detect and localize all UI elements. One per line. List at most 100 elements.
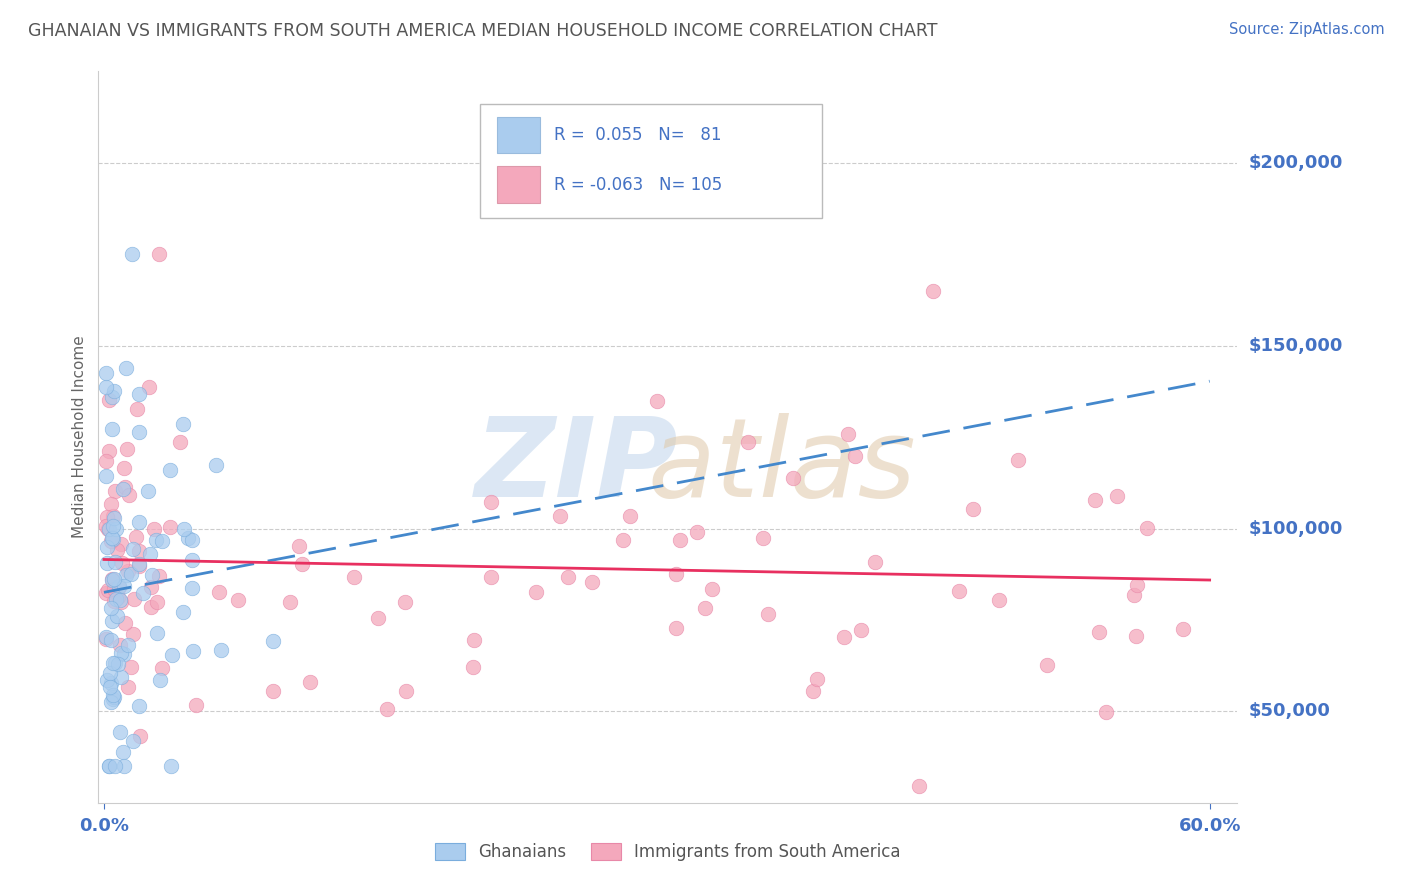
Point bbox=[103, 688, 125, 702]
Point bbox=[1136, 521, 1159, 535]
Point bbox=[96, 556, 118, 570]
Point bbox=[143, 522, 166, 536]
Point bbox=[844, 450, 866, 464]
Point bbox=[112, 460, 135, 475]
Point bbox=[104, 555, 127, 569]
Point bbox=[94, 586, 117, 600]
Point bbox=[100, 676, 122, 690]
Point bbox=[145, 626, 167, 640]
Point bbox=[103, 690, 125, 704]
Point bbox=[148, 569, 170, 583]
Point bbox=[128, 698, 150, 713]
Point bbox=[114, 360, 136, 375]
Point bbox=[908, 779, 931, 793]
Point bbox=[115, 442, 138, 456]
Text: atlas: atlas bbox=[647, 413, 917, 520]
Point bbox=[100, 497, 122, 511]
Point bbox=[141, 567, 163, 582]
Point bbox=[837, 426, 859, 441]
Point bbox=[141, 599, 163, 614]
Point bbox=[149, 673, 172, 687]
Point bbox=[112, 648, 135, 662]
Point bbox=[832, 630, 855, 644]
Point bbox=[104, 522, 127, 536]
Point bbox=[177, 531, 200, 545]
Point bbox=[806, 672, 828, 686]
Point bbox=[103, 594, 125, 608]
Point bbox=[288, 539, 311, 553]
Point bbox=[756, 607, 779, 621]
Point bbox=[110, 670, 132, 684]
Point bbox=[343, 570, 366, 584]
Point bbox=[101, 615, 124, 629]
Point bbox=[291, 557, 314, 571]
Point bbox=[97, 522, 120, 536]
Point bbox=[107, 609, 129, 624]
Point bbox=[94, 379, 117, 393]
Point bbox=[463, 632, 485, 647]
Point bbox=[107, 580, 129, 594]
Point bbox=[863, 555, 886, 569]
Point bbox=[752, 531, 775, 545]
Point bbox=[115, 568, 138, 582]
Point bbox=[1125, 578, 1147, 592]
Text: $100,000: $100,000 bbox=[1249, 519, 1343, 538]
Point bbox=[110, 536, 132, 550]
Point bbox=[581, 575, 603, 590]
Point bbox=[226, 593, 249, 607]
Point bbox=[101, 573, 124, 587]
Point bbox=[669, 533, 692, 547]
Point bbox=[557, 569, 579, 583]
Point bbox=[181, 533, 204, 547]
Point bbox=[159, 463, 181, 477]
Point bbox=[987, 593, 1010, 607]
Point bbox=[524, 584, 547, 599]
Point bbox=[186, 698, 208, 712]
Point bbox=[117, 638, 139, 652]
Point bbox=[128, 729, 150, 743]
Point bbox=[98, 665, 121, 680]
Point bbox=[96, 673, 118, 687]
Point bbox=[114, 615, 136, 630]
Point bbox=[101, 508, 124, 523]
Point bbox=[107, 657, 129, 672]
Point bbox=[208, 584, 231, 599]
Point bbox=[100, 633, 122, 648]
Point bbox=[103, 572, 125, 586]
Point bbox=[138, 380, 160, 394]
Point bbox=[97, 522, 120, 536]
Point bbox=[686, 524, 709, 539]
Point bbox=[101, 519, 124, 533]
Point bbox=[103, 384, 125, 399]
Point bbox=[103, 511, 125, 525]
Point bbox=[94, 367, 117, 381]
Point bbox=[98, 443, 121, 458]
Point bbox=[105, 591, 128, 606]
Point bbox=[110, 646, 132, 660]
Point bbox=[104, 759, 127, 773]
Point bbox=[262, 684, 284, 698]
Point bbox=[128, 544, 150, 558]
Point bbox=[160, 759, 183, 773]
Point bbox=[148, 247, 170, 261]
Point bbox=[181, 553, 204, 567]
Point bbox=[103, 582, 125, 596]
Point bbox=[962, 502, 984, 516]
Text: $50,000: $50,000 bbox=[1249, 702, 1330, 721]
Point bbox=[108, 724, 131, 739]
Point bbox=[205, 458, 228, 472]
Point bbox=[782, 471, 804, 485]
Point bbox=[105, 543, 128, 558]
Point bbox=[101, 692, 124, 706]
Point bbox=[801, 683, 824, 698]
Text: Source: ZipAtlas.com: Source: ZipAtlas.com bbox=[1229, 22, 1385, 37]
Point bbox=[121, 247, 143, 261]
Point bbox=[103, 657, 125, 671]
Point bbox=[94, 632, 117, 646]
Point bbox=[101, 573, 124, 587]
Point bbox=[479, 570, 502, 584]
Point bbox=[94, 630, 117, 644]
Point bbox=[849, 623, 872, 637]
Point bbox=[107, 579, 129, 593]
Y-axis label: Median Household Income: Median Household Income bbox=[72, 335, 87, 539]
